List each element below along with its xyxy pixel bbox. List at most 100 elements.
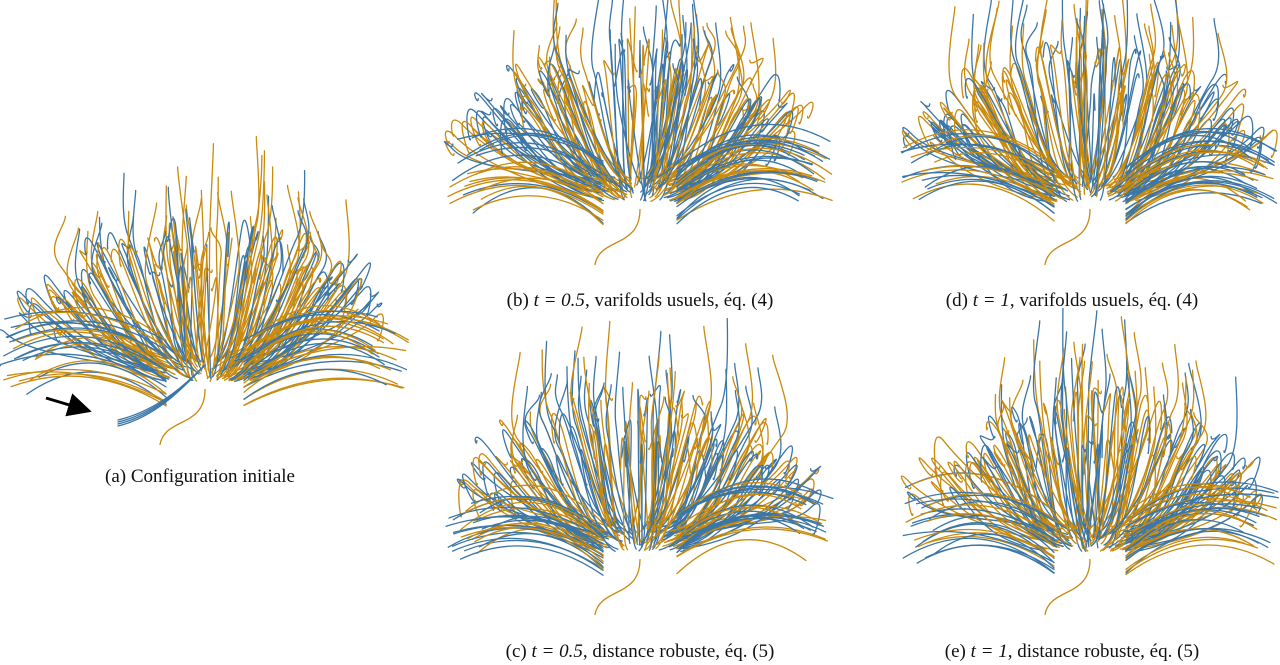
fiber <box>243 320 396 363</box>
fiber <box>691 496 808 532</box>
fiber <box>653 390 686 539</box>
fiber <box>1095 45 1107 186</box>
caption-label: (d) <box>945 290 968 311</box>
fiber <box>593 99 633 184</box>
fiber <box>987 415 1053 532</box>
fiber <box>0 353 167 388</box>
fiber <box>79 250 175 369</box>
fiber <box>189 217 205 363</box>
fiber <box>676 168 813 198</box>
fiber <box>650 354 660 534</box>
fiber <box>676 486 834 515</box>
fiber <box>212 221 230 378</box>
fiber <box>1125 483 1251 514</box>
fiber <box>905 504 1055 537</box>
fiber <box>1022 447 1061 532</box>
fiber <box>243 310 385 347</box>
fiber <box>628 382 636 544</box>
caption-math: t = 1 <box>970 641 1008 662</box>
fiber <box>658 69 689 187</box>
fiber <box>678 465 822 550</box>
fiber <box>677 406 782 548</box>
fiber <box>629 17 635 181</box>
fiber <box>22 346 167 381</box>
fiber <box>464 497 604 535</box>
fiber <box>676 514 825 543</box>
fiber <box>556 74 631 180</box>
fiber <box>984 61 1072 180</box>
fiber <box>668 71 719 180</box>
fiber <box>154 263 202 375</box>
fiber <box>658 38 699 189</box>
fiber <box>684 98 771 192</box>
fiber <box>460 526 604 556</box>
fiber <box>460 501 604 541</box>
fiber <box>1125 493 1268 522</box>
fiber <box>242 278 362 374</box>
fiber <box>243 345 407 380</box>
fiber <box>10 375 167 407</box>
fiber <box>215 176 219 361</box>
fiber <box>654 36 672 198</box>
fiber <box>1125 144 1270 183</box>
fiber <box>236 284 347 380</box>
fiber <box>676 144 799 184</box>
fiber <box>922 111 1044 178</box>
fiber <box>680 113 788 198</box>
fiber <box>153 236 198 358</box>
fiber <box>1050 94 1078 185</box>
fiber <box>451 154 604 192</box>
fiber <box>901 169 1055 205</box>
fiber <box>232 240 284 368</box>
fiber <box>569 391 622 534</box>
fiber <box>926 513 1055 548</box>
fiber <box>1097 367 1132 541</box>
fiber <box>1073 3 1083 179</box>
fiber <box>185 208 194 379</box>
fiber <box>547 44 623 188</box>
fiber <box>1098 393 1112 542</box>
fiber <box>1125 189 1248 225</box>
fiber <box>1091 439 1115 544</box>
fiber <box>101 246 176 376</box>
fiber <box>636 38 650 186</box>
fiber <box>1044 558 1091 616</box>
fiber <box>482 461 595 547</box>
fiber <box>985 420 1058 528</box>
fiber <box>1099 57 1116 201</box>
fiber <box>679 464 764 549</box>
fiber <box>642 63 679 190</box>
fiber <box>160 236 202 363</box>
fiber <box>1124 408 1194 550</box>
fiber <box>582 84 618 198</box>
fiber <box>1089 58 1130 196</box>
fiber <box>447 527 604 564</box>
fiber <box>457 142 604 180</box>
fiber <box>639 448 674 546</box>
fiber <box>1093 443 1101 542</box>
fiber <box>183 243 197 363</box>
fiber <box>645 400 684 546</box>
fiber <box>1106 3 1157 193</box>
fiber <box>466 132 604 167</box>
fiber <box>565 34 634 190</box>
fiber <box>514 63 620 184</box>
fiber <box>676 493 802 539</box>
fiber <box>472 514 604 553</box>
fiber <box>902 171 1055 207</box>
fiber <box>1099 421 1139 533</box>
caption: (a) Configuration initiale <box>105 466 295 488</box>
fiber <box>451 537 604 572</box>
fiber <box>676 528 829 558</box>
fiber <box>676 155 813 191</box>
fiber <box>512 30 617 183</box>
fiber <box>914 528 1055 557</box>
fiber <box>676 516 827 550</box>
fiber <box>1114 369 1195 547</box>
fiber <box>230 197 310 382</box>
fiber <box>6 320 167 351</box>
fiber <box>644 14 688 180</box>
fiber <box>445 516 604 545</box>
fiber <box>1100 361 1137 539</box>
